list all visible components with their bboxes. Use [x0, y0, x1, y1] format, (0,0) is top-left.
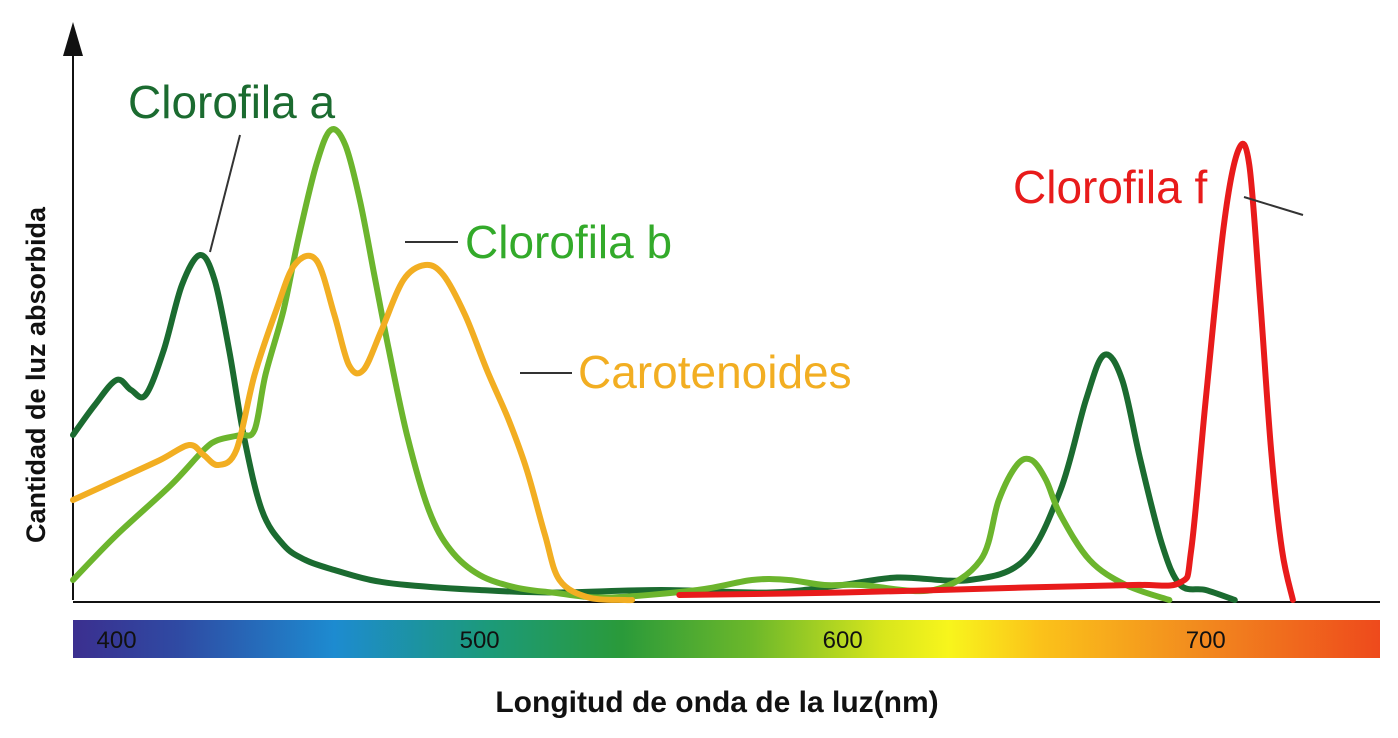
y-axis-title: Cantidad de luz absorbida: [21, 206, 51, 543]
axes: [63, 22, 1380, 603]
series-line-clorofila-a: [70, 252, 1238, 603]
series-line-clorofila-f: [676, 140, 1296, 603]
leader-line-clorofila-a: [209, 134, 241, 253]
spectrum-bar: [73, 620, 1380, 658]
series-line-carotenoides: [70, 252, 636, 604]
series-lines: [70, 126, 1296, 604]
series-labels: Clorofila a Clorofila b Carotenoides Clorof…: [128, 76, 1304, 398]
x-tick-label: 400: [97, 627, 137, 654]
series-line-clorofila-b: [70, 126, 1173, 603]
series-label-clorofila-b: Clorofila b: [465, 216, 672, 268]
series-label-clorofila-f: Clorofila f: [1013, 161, 1208, 213]
leader-line-clorofila-f: [1243, 196, 1304, 216]
x-tick-label: 600: [823, 627, 863, 654]
x-tick-label: 500: [460, 627, 500, 654]
x-tick-label: 700: [1186, 627, 1226, 654]
y-axis-arrow: [63, 22, 83, 56]
x-tick-labels: 400 500 600 700: [97, 627, 1226, 654]
series-label-carotenoides: Carotenoides: [578, 346, 852, 398]
series-label-clorofila-a: Clorofila a: [128, 76, 336, 128]
x-axis-title: Longitud de onda de la luz(nm): [495, 686, 938, 719]
